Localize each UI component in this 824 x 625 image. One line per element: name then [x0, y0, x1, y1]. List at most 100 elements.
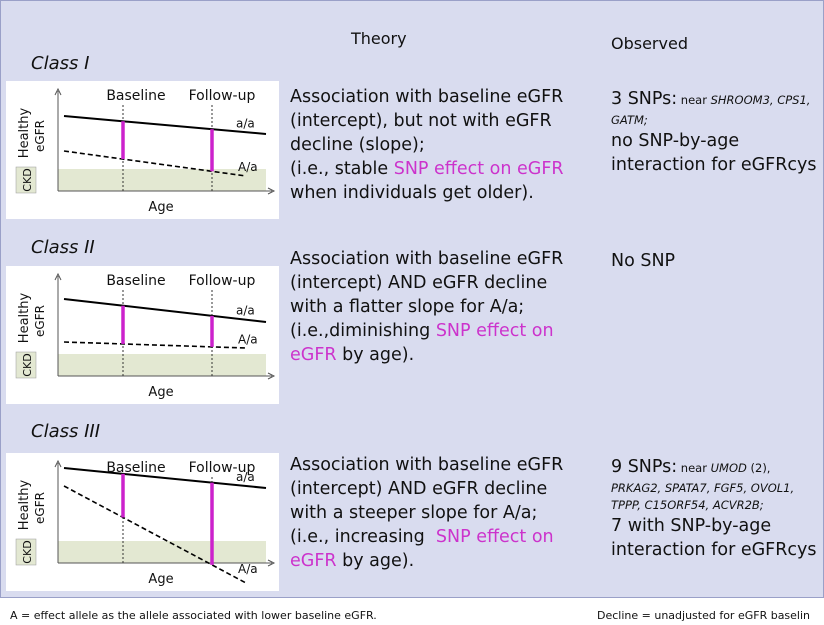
- ckd-band: [58, 541, 266, 563]
- figure-panel: Theory Observed Class I Baseline Follow-up…: [0, 0, 824, 598]
- text-line: (intercept) AND eGFR decline: [290, 271, 563, 295]
- upper-line-label: a/a: [236, 304, 255, 318]
- text-segment: UMOD: [710, 461, 747, 475]
- text-line: 9 SNPs: near UMOD (2),: [611, 455, 816, 480]
- text-line: with a flatter slope for A/a;: [290, 295, 563, 319]
- text-line: (intercept) AND eGFR decline: [290, 477, 563, 501]
- footnote: A = effect allele as the allele associat…: [10, 609, 377, 622]
- text-segment: Association with baseline eGFR: [290, 87, 564, 107]
- baseline-label: Baseline: [106, 273, 165, 289]
- text-line: GATM;: [611, 112, 816, 129]
- arrow-head: [54, 459, 62, 468]
- text-segment: near: [677, 461, 711, 475]
- text-segment: with a flatter slope for A/a;: [290, 297, 525, 317]
- diagram-background: [6, 81, 279, 219]
- upper-line-label: a/a: [236, 470, 255, 484]
- text-line: Association with baseline eGFR: [290, 453, 563, 477]
- arrow-head: [267, 372, 276, 380]
- age-label: Age: [148, 572, 173, 587]
- follow-up-label: Follow-up: [189, 273, 256, 289]
- ckd-box: [15, 538, 37, 566]
- follow-up-label: Follow-up: [189, 88, 256, 104]
- ckd-box: [15, 166, 37, 194]
- text-segment: by age).: [336, 551, 415, 571]
- age-label: Age: [148, 200, 173, 215]
- text-segment: interaction for eGFRcys: [611, 540, 817, 560]
- class-label: Class I: [31, 53, 90, 74]
- ckd-label: CKD: [21, 168, 34, 191]
- text-segment: TPPP, C15ORF54, ACVR2B;: [611, 498, 764, 512]
- text-line: 7 with SNP-by-age: [611, 514, 816, 538]
- follow-up-label: Follow-up: [189, 460, 256, 476]
- text-line: interaction for eGFRcys: [611, 538, 816, 562]
- theory-text: Association with baseline eGFR (intercept…: [290, 85, 564, 205]
- egfr-label: eGFR: [33, 305, 47, 337]
- theory-text: Association with baseline eGFR (intercept…: [290, 247, 563, 367]
- text-segment: (i.e., stable: [290, 159, 394, 179]
- text-line: no SNP-by-age: [611, 129, 816, 153]
- theory-header: Theory: [351, 29, 407, 48]
- text-line: (i.e., stable SNP effect on eGFR: [290, 157, 564, 181]
- egfr-label: eGFR: [33, 492, 47, 524]
- text-segment: (2),: [746, 461, 771, 475]
- text-segment: (i.e.,diminishing: [290, 321, 436, 341]
- schematic-diagram: Baseline Follow-up a/a A/a Age Healthy eGFR CKD: [6, 266, 279, 404]
- age-label: Age: [148, 385, 173, 400]
- ckd-box: [15, 351, 37, 379]
- text-segment: with a steeper slope for A/a;: [290, 503, 538, 523]
- upper-line-label: a/a: [236, 116, 255, 130]
- text-segment: SNP effect on: [435, 527, 554, 547]
- text-segment: no SNP-by-age: [611, 131, 740, 151]
- lower-line-label: A/a: [238, 333, 258, 347]
- Aa-line: [63, 150, 247, 177]
- theory-text: Association with baseline eGFR (intercept…: [290, 453, 563, 573]
- Aa-line: [63, 341, 247, 349]
- text-segment: SNP effect on: [435, 321, 554, 341]
- baseline-label: Baseline: [106, 88, 165, 104]
- text-segment: 3 SNPs:: [611, 89, 678, 109]
- arrow-head: [54, 87, 62, 96]
- text-line: decline (slope);: [290, 133, 564, 157]
- text-segment: eGFR: [290, 345, 337, 365]
- arrow-head: [267, 559, 276, 567]
- text-segment: (intercept) AND eGFR decline: [290, 273, 548, 293]
- baseline-label: Baseline: [106, 460, 165, 476]
- text-segment: SHROOM3, CPS1,: [710, 93, 811, 107]
- text-line: when individuals get older).: [290, 181, 564, 205]
- class-label: Class II: [31, 237, 95, 258]
- Aa-line: [63, 485, 247, 584]
- text-line: eGFR by age).: [290, 549, 563, 573]
- egfr-label: eGFR: [33, 120, 47, 152]
- ckd-label: CKD: [21, 540, 34, 563]
- class-label: Class III: [31, 421, 101, 442]
- text-line: No SNP: [611, 249, 675, 273]
- observed-text: No SNP: [611, 249, 675, 273]
- text-segment: SNP effect on eGFR: [393, 159, 564, 179]
- ckd-label: CKD: [21, 353, 34, 376]
- text-segment: decline (slope);: [290, 135, 425, 155]
- healthy-label: Healthy: [17, 293, 32, 344]
- text-line: interaction for eGFRcys: [611, 153, 816, 177]
- observed-text: 9 SNPs: near UMOD (2), PRKAG2, SPATA7, FG…: [611, 455, 816, 562]
- text-line: Association with baseline eGFR: [290, 247, 563, 271]
- text-line: PRKAG2, SPATA7, FGF5, OVOL1,: [611, 480, 816, 497]
- text-segment: Association with baseline eGFR: [290, 455, 564, 475]
- observed-text: 3 SNPs: near SHROOM3, CPS1, GATM; no SNP-b…: [611, 87, 816, 177]
- text-segment: by age).: [336, 345, 415, 365]
- text-segment: GATM;: [611, 113, 648, 127]
- text-line: (i.e., increasing SNP effect on: [290, 525, 563, 549]
- text-segment: 7 with SNP-by-age: [611, 516, 772, 536]
- healthy-label: Healthy: [17, 108, 32, 159]
- text-line: eGFR by age).: [290, 343, 563, 367]
- aa-line: [63, 115, 267, 135]
- ckd-band: [58, 169, 266, 191]
- text-line: (i.e.,diminishing SNP effect on: [290, 319, 563, 343]
- text-line: with a steeper slope for A/a;: [290, 501, 563, 525]
- arrow-head: [54, 272, 62, 281]
- text-segment: Association with baseline eGFR: [290, 249, 564, 269]
- lower-line-label: A/a: [238, 562, 258, 576]
- text-line: TPPP, C15ORF54, ACVR2B;: [611, 497, 816, 514]
- text-segment: (intercept), but not with eGFR: [290, 111, 552, 131]
